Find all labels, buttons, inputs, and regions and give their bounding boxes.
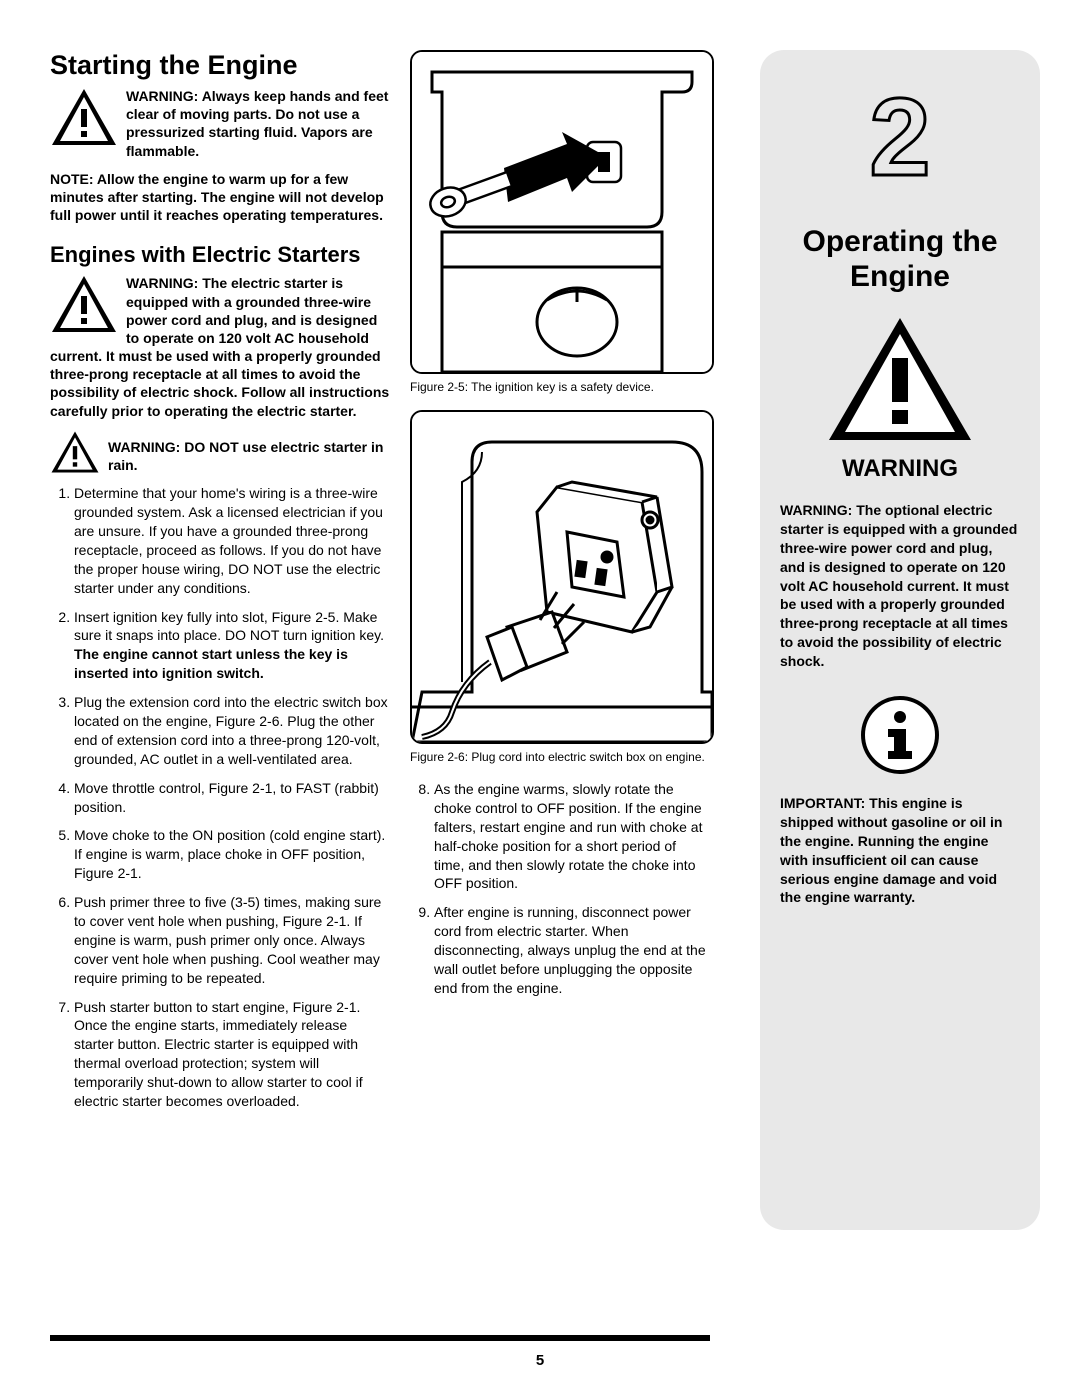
sidebar-title: Operating the Engine	[780, 225, 1020, 294]
step-3: Plug the extension cord into the electri…	[74, 693, 390, 769]
column-right: Figure 2-5: The ignition key is a safety…	[410, 50, 710, 1230]
warning-triangle-icon	[50, 430, 100, 474]
warning-block-2: WARNING: The electric starter is equippe…	[50, 274, 390, 347]
step-5: Move choke to the ON position (cold engi…	[74, 826, 390, 883]
figure-caption-2-6: Figure 2-6: Plug cord into electric swit…	[410, 750, 710, 764]
ignition-key-diagram	[412, 52, 712, 372]
step-8: As the engine warms, slowly rotate the c…	[434, 780, 710, 893]
warning-text-3: WARNING: DO NOT use electric starter in …	[108, 430, 390, 474]
svg-text:2: 2	[869, 80, 930, 199]
figure-2-6	[410, 410, 714, 744]
manual-page: Starting the Engine WARNING: Always keep…	[0, 0, 1080, 1397]
figure-caption-2-5: Figure 2-5: The ignition key is a safety…	[410, 380, 710, 394]
step-list-left: Determine that your home's wiring is a t…	[50, 484, 390, 1111]
sidebar-warning-text: WARNING: The optional electric starter i…	[780, 501, 1020, 671]
step-2: Insert ignition key fully into slot, Fig…	[74, 608, 390, 684]
step-7: Push starter button to start engine, Fig…	[74, 998, 390, 1111]
step-9: After engine is running, disconnect powe…	[434, 903, 710, 997]
warning-triangle-icon	[50, 274, 118, 334]
step-list-right: As the engine warms, slowly rotate the c…	[410, 780, 710, 998]
main-area: Starting the Engine WARNING: Always keep…	[50, 50, 1040, 1230]
note-text: NOTE: Allow the engine to warm up for a …	[50, 170, 390, 225]
sidebar-important-text: IMPORTANT: This engine is shipped withou…	[780, 794, 1020, 907]
warning-triangle-icon	[50, 87, 118, 147]
step-1: Determine that your home's wiring is a t…	[74, 484, 390, 597]
figure-2-5	[410, 50, 714, 374]
info-icon	[860, 695, 940, 775]
warning-text-1: WARNING: Always keep hands and feet clea…	[126, 87, 390, 160]
warning-label: WARNING	[780, 455, 1020, 483]
step-4: Move throttle control, Figure 2-1, to FA…	[74, 779, 390, 817]
warning-text-2b: current. It must be used with a properly…	[50, 347, 390, 420]
warning-text-2a: WARNING: The electric starter is equippe…	[126, 274, 390, 347]
section-title: Starting the Engine	[50, 50, 390, 81]
sidebar-panel: 2 Operating the Engine WARNING WARNING: …	[760, 50, 1040, 1230]
warning-block-3: WARNING: DO NOT use electric starter in …	[50, 430, 390, 474]
step-6: Push primer three to five (3-5) times, m…	[74, 893, 390, 987]
subsection-title: Engines with Electric Starters	[50, 242, 390, 268]
plug-diagram	[412, 412, 712, 742]
sidebar-warning-icon-wrap	[780, 314, 1020, 449]
column-left: Starting the Engine WARNING: Always keep…	[50, 50, 390, 1230]
warning-triangle-icon	[825, 314, 975, 444]
page-number: 5	[536, 1352, 544, 1369]
chapter-number: 2	[780, 80, 1020, 205]
content-columns: Starting the Engine WARNING: Always keep…	[50, 50, 740, 1230]
chapter-2-icon: 2	[855, 80, 945, 200]
warning-block-1: WARNING: Always keep hands and feet clea…	[50, 87, 390, 160]
info-icon-wrap	[780, 695, 1020, 780]
bottom-rule	[50, 1335, 710, 1341]
